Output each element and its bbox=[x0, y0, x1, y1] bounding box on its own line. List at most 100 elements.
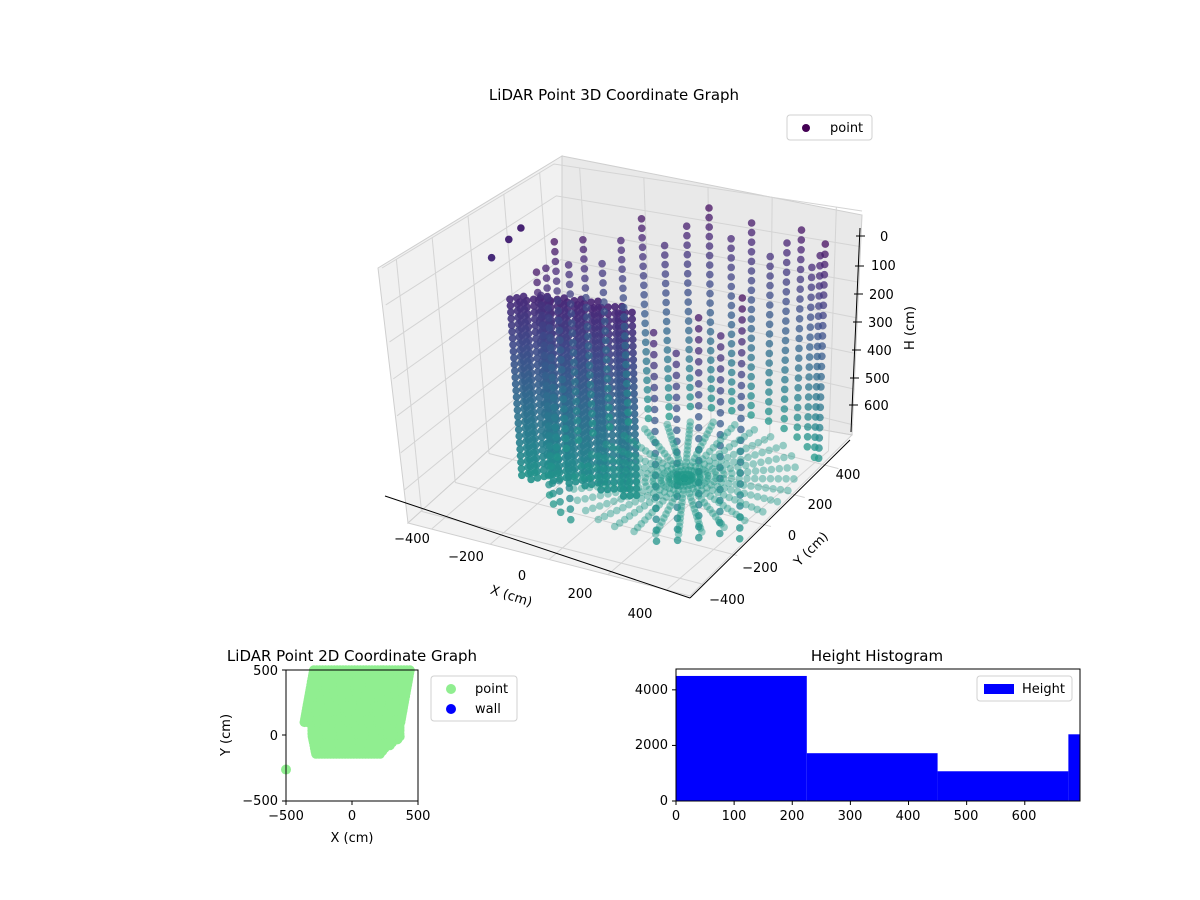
cloud-point bbox=[804, 393, 813, 401]
cloud-point bbox=[816, 262, 824, 270]
cloud-point bbox=[611, 488, 620, 497]
cloud-point bbox=[678, 498, 686, 507]
cloud-point bbox=[540, 351, 549, 360]
cloud-point bbox=[621, 430, 630, 439]
cloud-point bbox=[646, 450, 654, 458]
cloud-point bbox=[694, 491, 703, 500]
cloud-point bbox=[657, 474, 665, 482]
cloud-point bbox=[680, 474, 689, 482]
cloud-point bbox=[728, 406, 736, 415]
cloud-point bbox=[564, 261, 573, 269]
cloud-point bbox=[683, 250, 692, 259]
z-tick-label: 300 bbox=[868, 316, 893, 331]
cloud-point bbox=[716, 463, 724, 472]
cloud-point bbox=[663, 336, 671, 345]
cloud-point bbox=[513, 307, 522, 315]
cloud-point bbox=[614, 397, 622, 405]
cloud-point bbox=[513, 406, 522, 414]
z-tick-label: 400 bbox=[867, 344, 892, 359]
cloud-point bbox=[655, 442, 663, 451]
cloud-point bbox=[615, 451, 624, 459]
cloud-point bbox=[613, 377, 622, 385]
cloud-point bbox=[736, 458, 745, 467]
cloud-point bbox=[509, 347, 518, 356]
cloud-point bbox=[545, 314, 553, 322]
cloud-point bbox=[596, 364, 605, 372]
cloud-point bbox=[603, 499, 611, 508]
cloud-point bbox=[560, 405, 568, 413]
legend-box bbox=[976, 675, 1073, 702]
cloud-point bbox=[549, 383, 557, 392]
cloud-point bbox=[665, 412, 673, 421]
cloud-point bbox=[713, 440, 721, 448]
cloud-point bbox=[603, 485, 612, 494]
x-axis-line bbox=[384, 495, 691, 599]
cloud-point bbox=[594, 515, 603, 524]
cloud-point bbox=[810, 453, 819, 462]
cloud-point bbox=[608, 431, 617, 439]
cloud-point bbox=[579, 236, 587, 244]
cloud-point bbox=[551, 257, 560, 266]
cloud-point bbox=[688, 472, 696, 481]
cloud-point bbox=[765, 378, 773, 387]
cloud-point bbox=[629, 468, 637, 476]
cloud-point bbox=[517, 365, 526, 374]
cloud-point bbox=[747, 228, 756, 237]
cloud-point bbox=[616, 457, 624, 466]
cloud-point bbox=[642, 367, 651, 375]
cloud-point bbox=[583, 448, 592, 457]
cloud-point bbox=[644, 414, 653, 423]
cloud-point bbox=[705, 426, 713, 435]
cloud-point bbox=[577, 463, 586, 471]
cloud-point bbox=[683, 241, 691, 249]
cloud-point bbox=[561, 434, 570, 443]
cloud-point bbox=[681, 466, 690, 474]
cloud-point bbox=[606, 509, 615, 518]
cloud-point bbox=[670, 443, 679, 452]
cloud-point bbox=[634, 483, 643, 492]
cloud-point bbox=[711, 512, 720, 521]
cloud-point bbox=[742, 500, 750, 509]
cloud-point bbox=[578, 328, 587, 337]
cloud-point bbox=[652, 493, 660, 502]
cloud-point bbox=[547, 462, 555, 471]
cloud-point bbox=[678, 466, 686, 475]
cloud-point bbox=[811, 413, 820, 421]
cloud-point bbox=[631, 417, 639, 425]
cloud-point bbox=[747, 382, 755, 391]
cloud-point bbox=[628, 315, 636, 324]
cloud-point bbox=[556, 475, 564, 483]
cloud-point bbox=[747, 267, 756, 275]
cloud-point bbox=[598, 417, 607, 426]
cloud-point bbox=[584, 455, 592, 463]
cloud-point bbox=[622, 450, 630, 459]
cloud-point bbox=[519, 385, 527, 393]
cloud-point bbox=[747, 238, 756, 246]
cloud-point bbox=[673, 473, 681, 482]
cloud-point bbox=[613, 390, 622, 399]
cloud-point bbox=[672, 371, 681, 380]
cloud-point bbox=[599, 431, 607, 439]
cloud-point bbox=[649, 435, 658, 444]
cloud-point bbox=[630, 383, 638, 391]
x-ticks-hist: 0 100 200 300 400 500 600 bbox=[672, 809, 1037, 824]
cloud-point bbox=[652, 462, 661, 470]
cloud-point bbox=[736, 491, 744, 499]
cloud-point bbox=[625, 479, 633, 488]
cloud-point bbox=[614, 410, 623, 419]
cloud-point bbox=[623, 470, 631, 479]
cloud-point bbox=[703, 484, 711, 492]
cloud-point bbox=[705, 204, 713, 212]
cloud-point bbox=[602, 346, 610, 354]
cloud-point bbox=[691, 462, 700, 471]
cloud-point bbox=[566, 494, 574, 503]
cloud-point bbox=[519, 398, 528, 406]
cloud-point bbox=[735, 436, 744, 444]
cloud-point bbox=[517, 224, 525, 232]
cloud-point bbox=[736, 447, 745, 456]
cloud-point bbox=[745, 429, 754, 438]
cloud-point bbox=[796, 305, 804, 313]
cloud-point bbox=[629, 362, 638, 371]
cloud-point bbox=[695, 459, 703, 467]
cloud-point bbox=[656, 486, 664, 494]
